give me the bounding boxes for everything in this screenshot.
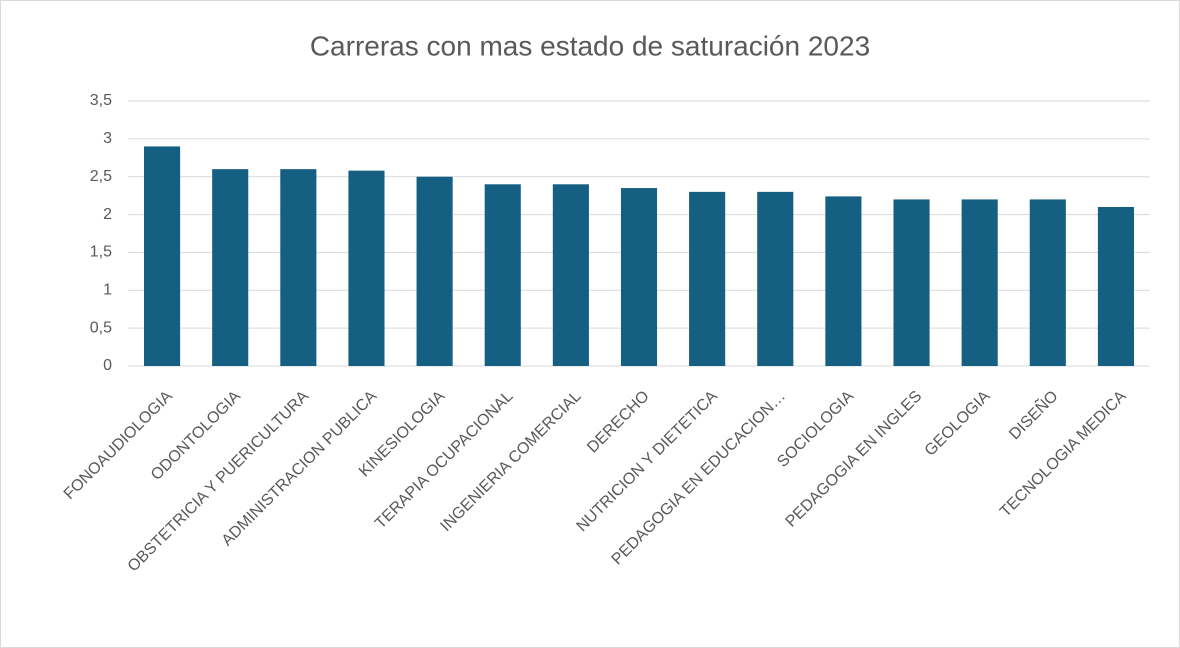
bar — [280, 169, 317, 366]
bar — [1097, 207, 1134, 366]
y-tick-label: 3 — [103, 130, 112, 147]
bar — [1029, 199, 1066, 366]
y-tick-label: 1 — [103, 282, 112, 299]
bar — [893, 199, 930, 366]
bar — [212, 169, 249, 366]
bar — [144, 146, 181, 366]
y-tick-label: 2 — [103, 206, 112, 223]
y-tick-label: 0,5 — [90, 319, 112, 336]
bar — [416, 176, 453, 366]
bar — [552, 184, 589, 366]
bar — [620, 188, 658, 366]
bar — [348, 170, 385, 366]
bar — [484, 184, 521, 366]
chart-title: Carreras con mas estado de saturación 20… — [310, 30, 870, 61]
bar — [757, 191, 794, 366]
y-tick-label: 2,5 — [90, 168, 112, 185]
y-tick-label: 3,5 — [90, 92, 112, 109]
bar — [825, 196, 862, 366]
y-tick-label: 1,5 — [90, 244, 112, 261]
bar — [689, 191, 726, 366]
bar — [961, 199, 998, 366]
y-tick-label: 0 — [103, 357, 112, 374]
